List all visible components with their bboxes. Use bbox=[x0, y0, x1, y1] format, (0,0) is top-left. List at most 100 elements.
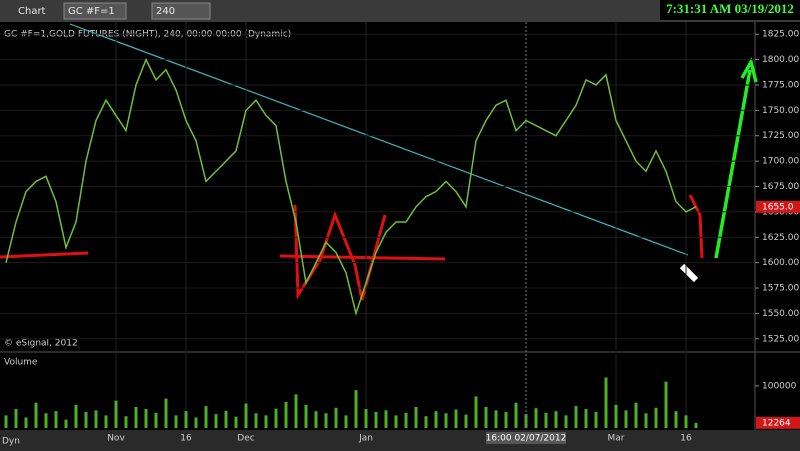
volume-bar bbox=[324, 413, 328, 428]
last-price-label: 1655.0 bbox=[762, 202, 794, 212]
volume-bar bbox=[284, 401, 288, 428]
clock-box bbox=[660, 0, 800, 20]
volume-bar bbox=[114, 400, 118, 428]
price-line bbox=[5, 57, 697, 317]
volume-bar bbox=[244, 403, 248, 428]
green-arrow bbox=[714, 57, 758, 259]
last-price-box bbox=[756, 200, 800, 213]
volume-bar bbox=[484, 406, 488, 428]
volume-bar bbox=[364, 409, 368, 428]
volume-bar bbox=[304, 404, 308, 428]
volume-bar bbox=[124, 416, 128, 428]
volume-bar bbox=[214, 414, 218, 428]
y-tick-label: 1825.00 bbox=[762, 30, 799, 40]
y-tick-label: 1750.00 bbox=[762, 106, 799, 116]
volume-bar bbox=[464, 414, 468, 428]
volume-bar bbox=[344, 415, 348, 428]
volume-bar bbox=[54, 411, 58, 428]
volume-bar bbox=[584, 409, 588, 428]
volume-bar bbox=[334, 407, 338, 428]
copyright: © eSignal, 2012 bbox=[4, 339, 78, 349]
x-tick-label: Dec bbox=[237, 434, 254, 444]
volume-bar bbox=[134, 406, 138, 428]
volume-bar bbox=[494, 410, 498, 428]
y-tick-label: 1700.00 bbox=[762, 157, 799, 167]
volume-bar bbox=[634, 402, 638, 428]
volume-bar bbox=[394, 415, 398, 428]
crosshair-label: 16:00 02/07/2012 bbox=[486, 434, 567, 444]
volume-bar bbox=[24, 417, 28, 428]
y-tick-label: 1775.00 bbox=[762, 80, 799, 90]
volume-bar bbox=[204, 406, 208, 428]
volume-bar bbox=[534, 408, 538, 428]
volume-bar bbox=[424, 416, 428, 428]
pen-cursor bbox=[679, 263, 699, 283]
volume-bar bbox=[604, 377, 608, 428]
volume-bar bbox=[64, 419, 68, 428]
y-tick-label: 1550.00 bbox=[762, 309, 799, 319]
volume-bar bbox=[94, 410, 98, 428]
trend-line bbox=[69, 23, 689, 256]
volume-bar bbox=[474, 396, 478, 428]
volume-bar bbox=[554, 411, 558, 428]
volume-bar bbox=[104, 415, 108, 428]
last-volume-label: 12264 bbox=[762, 418, 791, 428]
red-stroke bbox=[279, 254, 446, 261]
volume-bar bbox=[84, 412, 88, 428]
volume-bar bbox=[274, 408, 278, 428]
volume-bar bbox=[224, 410, 228, 428]
volume-bar bbox=[354, 390, 358, 428]
volume-bar bbox=[194, 417, 198, 428]
x-tick-label: 16 bbox=[680, 434, 692, 444]
volume-bar bbox=[514, 402, 518, 428]
red-stroke bbox=[688, 194, 704, 259]
volume-bar bbox=[174, 415, 178, 428]
volume-bar bbox=[314, 411, 318, 428]
interval-box[interactable] bbox=[151, 2, 211, 20]
volume-bar bbox=[184, 411, 188, 428]
volume-bar bbox=[164, 398, 168, 428]
red-stroke bbox=[293, 204, 387, 301]
interval[interactable]: 240 bbox=[156, 6, 175, 17]
volume-bar bbox=[664, 381, 668, 428]
volume-bar bbox=[624, 410, 628, 428]
date-axis bbox=[0, 430, 800, 451]
volume-bar bbox=[144, 409, 148, 428]
volume-bar bbox=[444, 413, 448, 428]
volume-bar bbox=[44, 413, 48, 428]
volume-bar bbox=[544, 412, 548, 428]
x-tick-label: Mar bbox=[608, 434, 625, 444]
x-tick-label: Nov bbox=[107, 434, 125, 444]
y-tick-label: 1575.00 bbox=[762, 284, 799, 294]
volume-bar bbox=[414, 406, 418, 428]
crosshair-box bbox=[486, 432, 566, 444]
symbol-box[interactable] bbox=[63, 2, 127, 20]
symbol[interactable]: GC #F=1 bbox=[68, 6, 115, 17]
y-tick-label: 1725.00 bbox=[762, 131, 799, 141]
volume-bar bbox=[684, 415, 688, 428]
volume-bar bbox=[154, 412, 158, 428]
volume-title: Volume bbox=[4, 358, 38, 368]
volume-bar bbox=[374, 412, 378, 428]
volume-bar bbox=[674, 411, 678, 428]
volume-bar bbox=[614, 404, 618, 428]
x-tick-label: Jan bbox=[358, 434, 373, 444]
y-tick-label: 1675.00 bbox=[762, 182, 799, 192]
volume-bar bbox=[14, 409, 18, 428]
volume-bar bbox=[34, 402, 38, 428]
volume-bar bbox=[644, 413, 648, 428]
volume-bar bbox=[4, 415, 8, 428]
volume-bar bbox=[404, 412, 408, 428]
volume-bar bbox=[564, 415, 568, 428]
window-title: Chart bbox=[18, 6, 46, 17]
red-stroke bbox=[0, 251, 89, 259]
volume-bar bbox=[654, 407, 658, 428]
clock: 7:31:31 AM 03/19/2012 bbox=[666, 1, 794, 16]
volume-bar bbox=[594, 412, 598, 428]
volume-bar bbox=[294, 394, 298, 428]
volume-bar bbox=[74, 404, 78, 428]
x-tick-label: 16 bbox=[180, 434, 192, 444]
dyn[interactable]: Dyn bbox=[2, 437, 20, 447]
volume-bar bbox=[264, 415, 268, 428]
